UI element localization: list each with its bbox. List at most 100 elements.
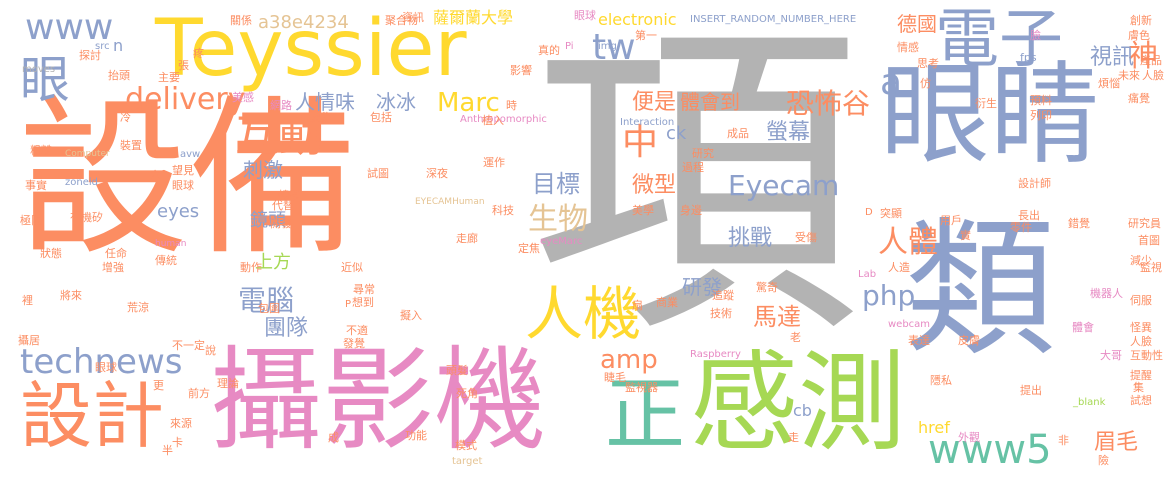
cloud-word: zoneid: [65, 177, 98, 188]
cloud-word: 德國: [897, 12, 937, 36]
cloud-word: 追蹤: [712, 289, 734, 302]
cloud-word: electronic: [598, 10, 677, 29]
cloud-word: 預料: [1030, 94, 1052, 107]
cloud-word: 表達: [908, 334, 930, 347]
cloud-word: INSERT_RANDOM_NUMBER_HERE: [690, 14, 857, 25]
cloud-word: 深夜: [426, 167, 448, 180]
cloud-word: 包括: [370, 111, 392, 124]
cloud-word: 視訊: [1090, 45, 1135, 70]
cloud-word: 監視: [1140, 261, 1162, 274]
cloud-word: 定焦: [518, 242, 540, 255]
cloud-word: 微型: [632, 173, 677, 198]
cloud-word: 情感: [897, 41, 919, 54]
cloud-word: 張: [178, 59, 189, 72]
cloud-word: 不一定: [172, 339, 205, 352]
cloud-word: 事實: [25, 179, 47, 192]
cloud-word: 探討: [79, 49, 101, 62]
cloud-word: Pi: [565, 41, 574, 52]
cloud-word: 增強: [102, 261, 124, 274]
cloud-word: www5: [928, 427, 1052, 473]
cloud-word: Computer: [65, 149, 110, 159]
cloud-word: tw: [592, 27, 636, 68]
cloud-word: 影響: [510, 64, 532, 77]
cloud-word: 外觀: [958, 431, 980, 444]
cloud-word: 中: [622, 122, 659, 163]
cloud-word: 時: [506, 99, 517, 112]
cloud-word: 團隊: [264, 316, 309, 341]
cloud-word: 成品: [727, 127, 749, 140]
cloud-word: Lab: [858, 269, 877, 280]
cloud-word: 挑戰: [728, 226, 773, 251]
cloud-word: 冰冰: [376, 90, 416, 114]
cloud-word: 感測: [690, 341, 907, 466]
cloud-word: 衍生: [975, 97, 997, 110]
cloud-word: 真的: [538, 44, 560, 57]
cloud-word: Marc: [437, 88, 500, 118]
cloud-word: 首圖: [1138, 234, 1160, 247]
cloud-word: 長出: [1018, 209, 1040, 222]
cloud-word: 不適: [346, 324, 368, 337]
cloud-word: src: [95, 41, 110, 52]
cloud-word: 險: [1098, 454, 1109, 467]
cloud-word: 互動: [235, 111, 323, 162]
cloud-word: 臉: [1030, 29, 1041, 42]
cloud-word: 類: [905, 203, 1056, 377]
cloud-word: 關係: [230, 14, 252, 27]
cloud-word: target: [452, 456, 483, 467]
cloud-word: 減少: [1130, 254, 1152, 267]
cloud-word: 尋常: [353, 283, 375, 296]
cloud-word: 技術: [710, 307, 732, 320]
cloud-word: 皮膚: [958, 334, 980, 347]
cloud-word: 第一: [635, 29, 657, 42]
cloud-word: 零件: [1010, 221, 1032, 234]
cloud-word: 研究員: [1128, 217, 1161, 230]
cloud-word: 監視器: [625, 381, 658, 394]
cloud-word: 膚色: [1128, 29, 1150, 42]
cloud-word: 人情味: [295, 90, 355, 114]
cloud-word: 頭髮: [446, 364, 468, 377]
cloud-word: 功能: [405, 429, 427, 442]
cloud-word: 傳統: [155, 254, 177, 267]
cloud-word: eyes: [157, 201, 200, 222]
cloud-word: 將來: [60, 289, 82, 302]
cloud-word: 刺激: [243, 158, 283, 182]
cloud-word: 前方: [188, 387, 210, 400]
cloud-word: 仿: [920, 77, 931, 90]
cloud-word: 走: [788, 431, 799, 444]
cloud-word: 開發: [270, 217, 292, 230]
cloud-word: 馬達: [753, 303, 801, 331]
cloud-word: 設計: [20, 374, 165, 458]
cloud-word: Eyecam: [728, 169, 840, 202]
cloud-word: 設備: [18, 81, 359, 279]
cloud-word: 互動性: [1130, 349, 1163, 362]
cloud-word: webcam: [888, 319, 931, 330]
cloud-word: 眼球: [172, 179, 194, 192]
cloud-word: Interaction: [620, 117, 675, 128]
cloud-word: 創新: [1130, 14, 1152, 27]
cloud-word: eyeMarc: [540, 236, 583, 247]
cloud-word: 目標: [532, 170, 580, 198]
cloud-word: 冷: [120, 111, 131, 124]
cloud-word: EYECAMHuman: [415, 197, 485, 207]
cloud-word: 來源: [170, 417, 192, 430]
cloud-word: 科技: [492, 204, 514, 217]
cloud-word: Teyssier: [155, 4, 467, 94]
cloud-word: 提醒: [1130, 369, 1152, 382]
cloud-word: php: [862, 279, 916, 312]
cloud-word: 商業: [656, 296, 678, 309]
cloud-word: 提出: [1020, 384, 1042, 397]
cloud-word: 眉毛: [1094, 430, 1139, 455]
cloud-word: a: [880, 62, 903, 103]
cloud-word: 死角: [456, 387, 478, 400]
cloud-word: 痛覺: [1128, 92, 1150, 105]
cloud-word: 半: [162, 444, 173, 457]
cloud-word: 極限: [20, 214, 42, 227]
cloud-word: 要為: [310, 111, 332, 124]
cloud-word: 正: [605, 368, 685, 461]
cloud-word: 神: [1128, 39, 1158, 74]
cloud-word: Raspberry: [690, 349, 741, 360]
cloud-word: fps: [1020, 51, 1037, 64]
cloud-word: 伺服: [1130, 294, 1152, 307]
cloud-word: 成: [328, 431, 339, 444]
